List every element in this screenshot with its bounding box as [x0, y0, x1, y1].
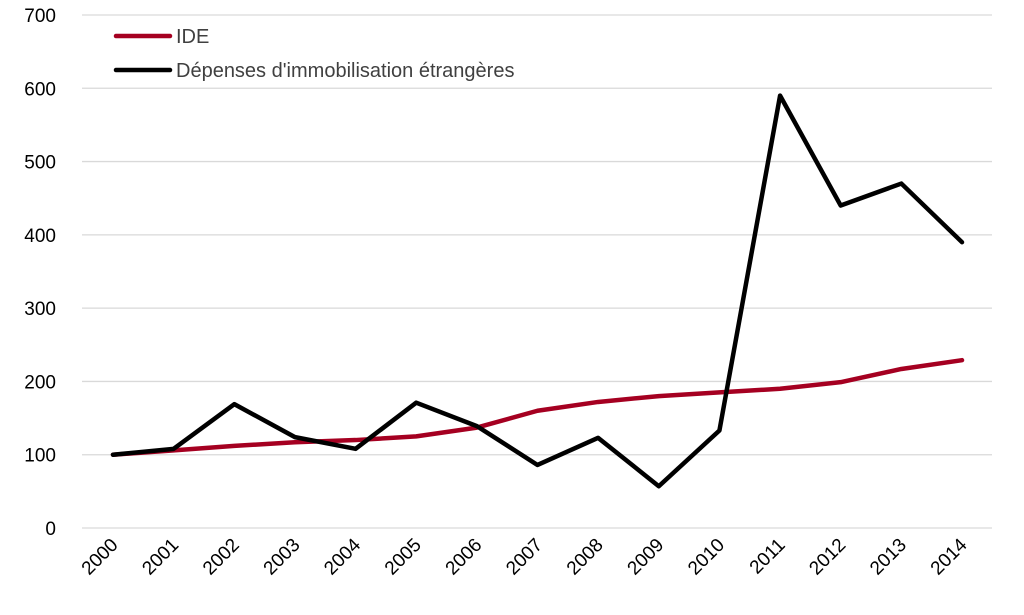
legend: IDE Dépenses d'immobilisation étrangères: [113, 26, 514, 82]
x-tick-label: 2003: [260, 535, 305, 580]
x-tick-label: 2000: [78, 535, 123, 580]
x-tick-label: 2002: [199, 535, 244, 580]
x-tick-label: 2010: [684, 535, 729, 580]
y-tick-label: 200: [24, 372, 56, 393]
y-tick-label: 700: [24, 6, 56, 27]
y-tick-label: 0: [45, 519, 56, 540]
y-tick-label: 500: [24, 153, 56, 174]
x-tick-label: 2005: [381, 535, 426, 580]
x-tick-label: 2014: [927, 534, 972, 579]
x-tick-label: 2013: [866, 535, 911, 580]
series-lines: [110, 93, 965, 489]
gridlines: [82, 14, 992, 529]
x-tick-label: 2006: [442, 535, 487, 580]
x-tick-label: 2008: [563, 535, 608, 580]
legend-label-ide: IDE: [176, 26, 209, 48]
series-line-foreign-capex: [110, 93, 965, 489]
y-tick-label: 300: [24, 299, 56, 320]
x-tick-label: 2007: [502, 535, 547, 580]
x-tick-label: 2012: [806, 535, 851, 580]
y-tick-label: 600: [24, 79, 56, 100]
x-tick-label: 2001: [138, 535, 183, 580]
x-tick-label: 2011: [746, 535, 790, 579]
x-axis-tick-labels: 2000 2001 2002 2003 2004 2005 2006 2007 2008 2009…: [78, 534, 972, 579]
y-tick-label: 400: [24, 226, 56, 247]
legend-label-foreign-capex: Dépenses d'immobilisation étrangères: [176, 60, 514, 82]
y-axis-tick-labels: 0 100 200 300 400 500 600 700: [24, 6, 56, 540]
x-tick-label: 2009: [624, 535, 669, 580]
x-tick-label: 2004: [320, 534, 365, 579]
y-tick-label: 100: [24, 446, 56, 467]
series-line-ide: [110, 357, 965, 457]
